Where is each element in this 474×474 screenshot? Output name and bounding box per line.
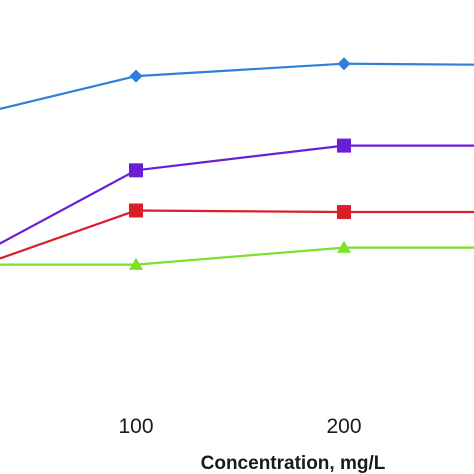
series-3-point-3 (129, 203, 143, 218)
series-4-point-3 (129, 257, 143, 270)
series-2-point-4 (337, 138, 351, 153)
series-1 (0, 57, 474, 111)
series-2-point-3 (129, 163, 143, 178)
series-3-line (0, 209, 474, 260)
series-3-point-4 (337, 205, 351, 220)
series-4-point-4 (337, 240, 351, 253)
series-2-line (0, 144, 474, 245)
x-tick-label: 200 (326, 415, 361, 438)
x-tick-labels: 100 200 (118, 415, 361, 438)
series-4-line (0, 246, 474, 266)
series-1-point-4 (337, 57, 351, 71)
series-4 (0, 240, 474, 270)
series-layer (0, 57, 474, 270)
series-3 (0, 203, 474, 260)
x-tick-label: 100 (118, 415, 153, 438)
x-axis-title: Concentration, mg/L (201, 453, 386, 474)
series-1-line (0, 62, 474, 111)
series-1-point-3 (129, 69, 143, 83)
series-2 (0, 138, 474, 245)
